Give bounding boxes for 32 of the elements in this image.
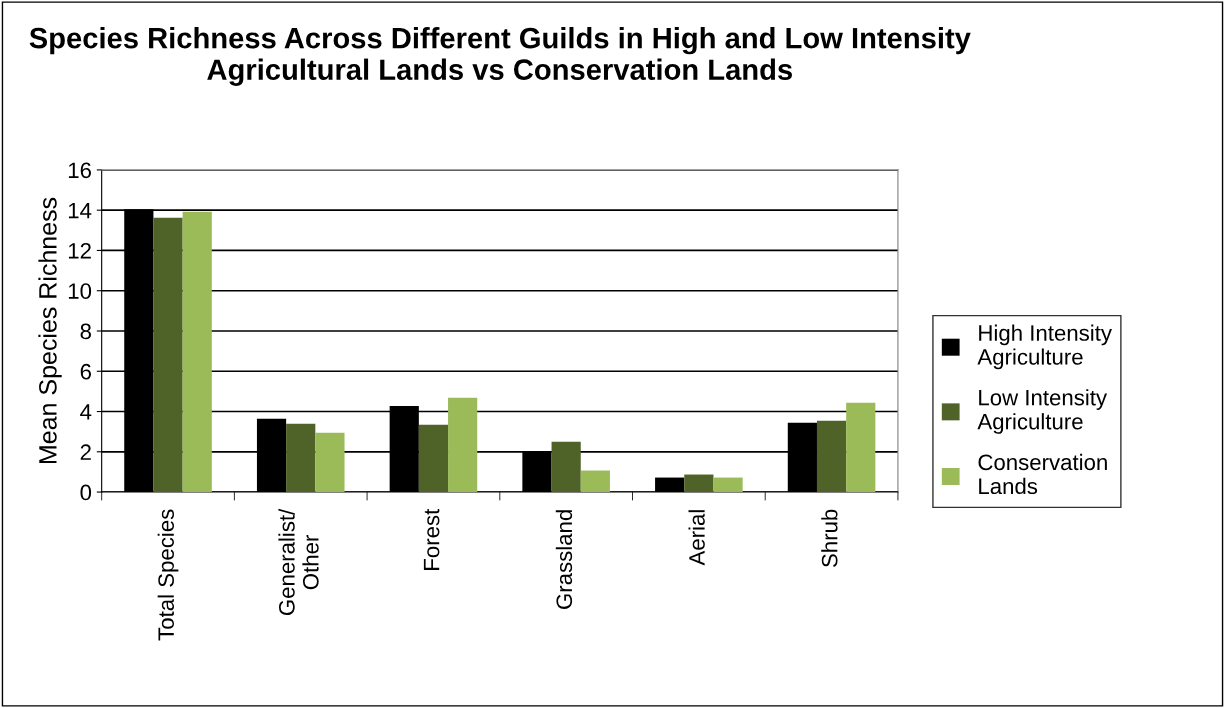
x-tick-label: Grassland (555, 510, 573, 609)
x-tick-label: Shrub (821, 509, 838, 568)
bar (580, 470, 610, 493)
y-tick-label: 2 (80, 444, 91, 460)
x-tick-label: Generalist/ Other (278, 508, 319, 616)
bar (713, 477, 743, 493)
y-axis-title: Mean Species Richness (38, 197, 62, 464)
y-tick-label: 12 (68, 242, 91, 259)
legend-label: Low Intensity Agriculture (977, 389, 1108, 434)
bar (846, 402, 876, 493)
bar (315, 432, 345, 493)
legend-label: Conservation Lands (978, 453, 1107, 495)
y-tick-label: 14 (68, 202, 92, 219)
bar (182, 211, 212, 493)
x-tick-label: Total Species (157, 509, 179, 641)
legend-label: High Intensity Agriculture (977, 324, 1112, 370)
chart-title: Species Richness Across Different Guilds in High and Low Intensity Agricultural Lands vs Conservation Lands (29, 27, 971, 86)
bar (418, 424, 449, 493)
x-tick-label: Forest (423, 508, 440, 570)
bar (448, 397, 478, 493)
y-tick-label: 4 (80, 404, 92, 420)
bar (816, 420, 847, 493)
y-tick-label: 8 (80, 323, 91, 340)
bar (684, 474, 714, 493)
y-tick-label: 16 (68, 162, 91, 179)
bar (286, 423, 316, 493)
bar (551, 441, 581, 493)
x-tick-label: Aerial (688, 510, 705, 566)
y-tick-label: 10 (68, 283, 92, 299)
y-tick-label: 0 (80, 484, 92, 501)
bar (153, 217, 183, 493)
y-tick-label: 6 (80, 363, 91, 380)
